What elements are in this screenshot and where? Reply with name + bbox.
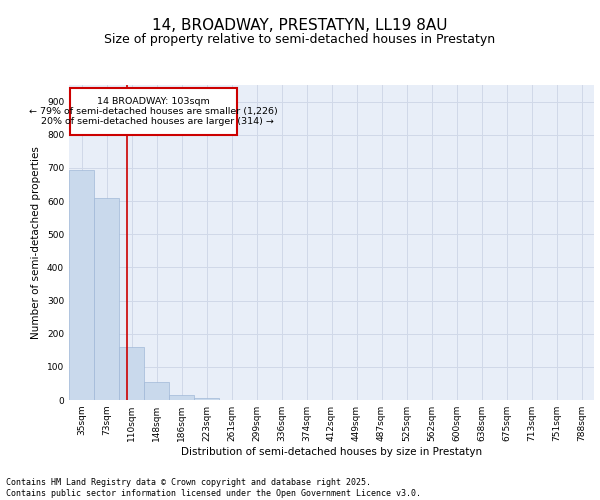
Bar — [169, 395, 194, 400]
Text: 14 BROADWAY: 103sqm
← 79% of semi-detached houses are smaller (1,226)
   20% of : 14 BROADWAY: 103sqm ← 79% of semi-detach… — [29, 96, 278, 126]
Text: Contains HM Land Registry data © Crown copyright and database right 2025.
Contai: Contains HM Land Registry data © Crown c… — [6, 478, 421, 498]
FancyBboxPatch shape — [70, 88, 236, 134]
X-axis label: Distribution of semi-detached houses by size in Prestatyn: Distribution of semi-detached houses by … — [181, 447, 482, 457]
Bar — [194, 398, 219, 400]
Bar — [144, 382, 169, 400]
Bar — [119, 347, 144, 400]
Text: 14, BROADWAY, PRESTATYN, LL19 8AU: 14, BROADWAY, PRESTATYN, LL19 8AU — [152, 18, 448, 32]
Y-axis label: Number of semi-detached properties: Number of semi-detached properties — [31, 146, 41, 339]
Bar — [69, 170, 94, 400]
Text: Size of property relative to semi-detached houses in Prestatyn: Size of property relative to semi-detach… — [104, 32, 496, 46]
Bar — [94, 198, 119, 400]
